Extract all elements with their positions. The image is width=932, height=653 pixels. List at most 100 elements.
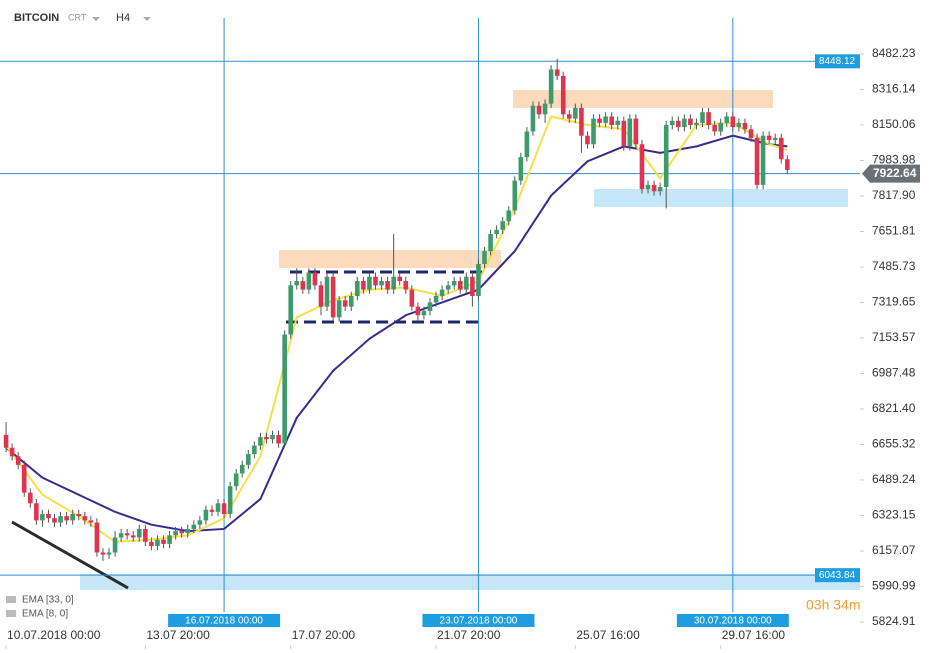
candle-body [754, 137, 760, 185]
candle-body [536, 105, 542, 115]
candle-body [312, 272, 318, 286]
candle-body [155, 539, 160, 547]
last-price-tag [862, 164, 920, 183]
candle-body [27, 492, 33, 504]
candle-body [294, 281, 300, 286]
candle-body [748, 129, 754, 138]
candle-body [688, 118, 693, 126]
candle-body [355, 281, 360, 296]
candle-body [130, 535, 136, 538]
candle-body [112, 537, 118, 553]
candle-body [766, 135, 772, 140]
candle-body [361, 281, 366, 290]
candle-body [785, 159, 790, 170]
candle-body [512, 180, 518, 211]
candle-body [500, 221, 505, 230]
candle-body [94, 522, 100, 553]
support-zone [594, 189, 848, 207]
candle-body [706, 112, 711, 126]
symbol: BITCOIN [14, 12, 59, 24]
candle-body [336, 300, 342, 318]
y-tick-label: 7485.73 [872, 259, 916, 273]
candle-body [64, 516, 69, 521]
candle-body [233, 473, 239, 487]
x-tick-label: 10.07.2018 00:00 [7, 628, 101, 642]
resistance-zone [513, 90, 773, 108]
marker-label: 16.07.2018 00:00 [185, 616, 263, 627]
price-box [815, 54, 860, 69]
candle-body [494, 229, 499, 235]
candle-body [524, 131, 530, 158]
y-tick-label: 6655.32 [872, 437, 916, 451]
candle-body [778, 137, 784, 160]
y-tick-label: 8150.06 [872, 117, 916, 131]
dropdown-arrow[interactable] [92, 17, 100, 21]
y-tick-label: 7319.65 [872, 295, 916, 309]
y-tick-label: 7651.81 [872, 224, 916, 238]
candle-body [433, 295, 439, 303]
candle-body [173, 531, 178, 536]
candle-body [143, 528, 148, 542]
candle-body [239, 464, 245, 474]
candle-body [694, 122, 699, 126]
y-tick-label: 6821.40 [872, 401, 916, 415]
price-label: 6043.84 [819, 570, 856, 581]
candle-body [136, 528, 142, 538]
candle-body [46, 513, 51, 519]
candle-body [530, 105, 536, 132]
candle-body [167, 535, 172, 544]
candle-body [633, 118, 639, 145]
candle-body [742, 122, 748, 130]
candle-body [88, 520, 94, 523]
candle-body [682, 118, 687, 128]
candle-body [52, 518, 57, 523]
candle-body [609, 116, 614, 126]
candle-body [464, 276, 469, 290]
marker-box [676, 614, 789, 627]
plot [0, 18, 860, 612]
dropdown-arrow[interactable] [143, 17, 151, 21]
candle-body [58, 516, 63, 523]
y-tick-label: 6157.07 [872, 543, 916, 557]
ema-line [5, 115, 788, 543]
marker-label: 30.07.2018 00:00 [694, 616, 772, 627]
candle-body [445, 285, 451, 290]
candle-body [627, 118, 633, 147]
candle-body [488, 234, 493, 252]
candle-body [579, 107, 584, 136]
candle-body [470, 276, 475, 296]
candle-body [409, 289, 415, 307]
candle-body [197, 520, 203, 525]
candle-body [548, 69, 554, 104]
interval[interactable]: H4 [116, 12, 130, 24]
candle-body [603, 116, 608, 123]
candle-body [276, 434, 281, 444]
candle-body [300, 281, 306, 290]
candle-body [451, 281, 457, 286]
candle-body [34, 503, 39, 521]
y-tick-label: 7817.90 [872, 188, 916, 202]
candle-body [597, 118, 602, 123]
y-tick-label: 5990.99 [872, 579, 916, 593]
candle-body [760, 135, 766, 185]
candle-body [82, 516, 88, 521]
candle-body [185, 528, 191, 534]
marker-label: 23.07.2018 00:00 [440, 616, 518, 627]
candle-body [621, 120, 627, 147]
candle-body [258, 437, 263, 446]
candle-body [106, 552, 112, 555]
y-tick-label: 6489.24 [872, 472, 916, 486]
legend-entry: EMA [8, 0] [22, 609, 68, 620]
legend-entry: EMA [33, 0] [22, 595, 74, 606]
y-tick-label: 7153.57 [872, 330, 916, 344]
candle-body [663, 125, 669, 188]
candle-body [203, 509, 209, 521]
y-tick-label: 6323.15 [872, 508, 916, 522]
candle-body [179, 531, 184, 534]
candle-body [100, 552, 106, 555]
support-zone [80, 574, 860, 590]
candle-body [542, 103, 548, 115]
candle-body [669, 120, 675, 126]
candle-body [385, 281, 390, 290]
